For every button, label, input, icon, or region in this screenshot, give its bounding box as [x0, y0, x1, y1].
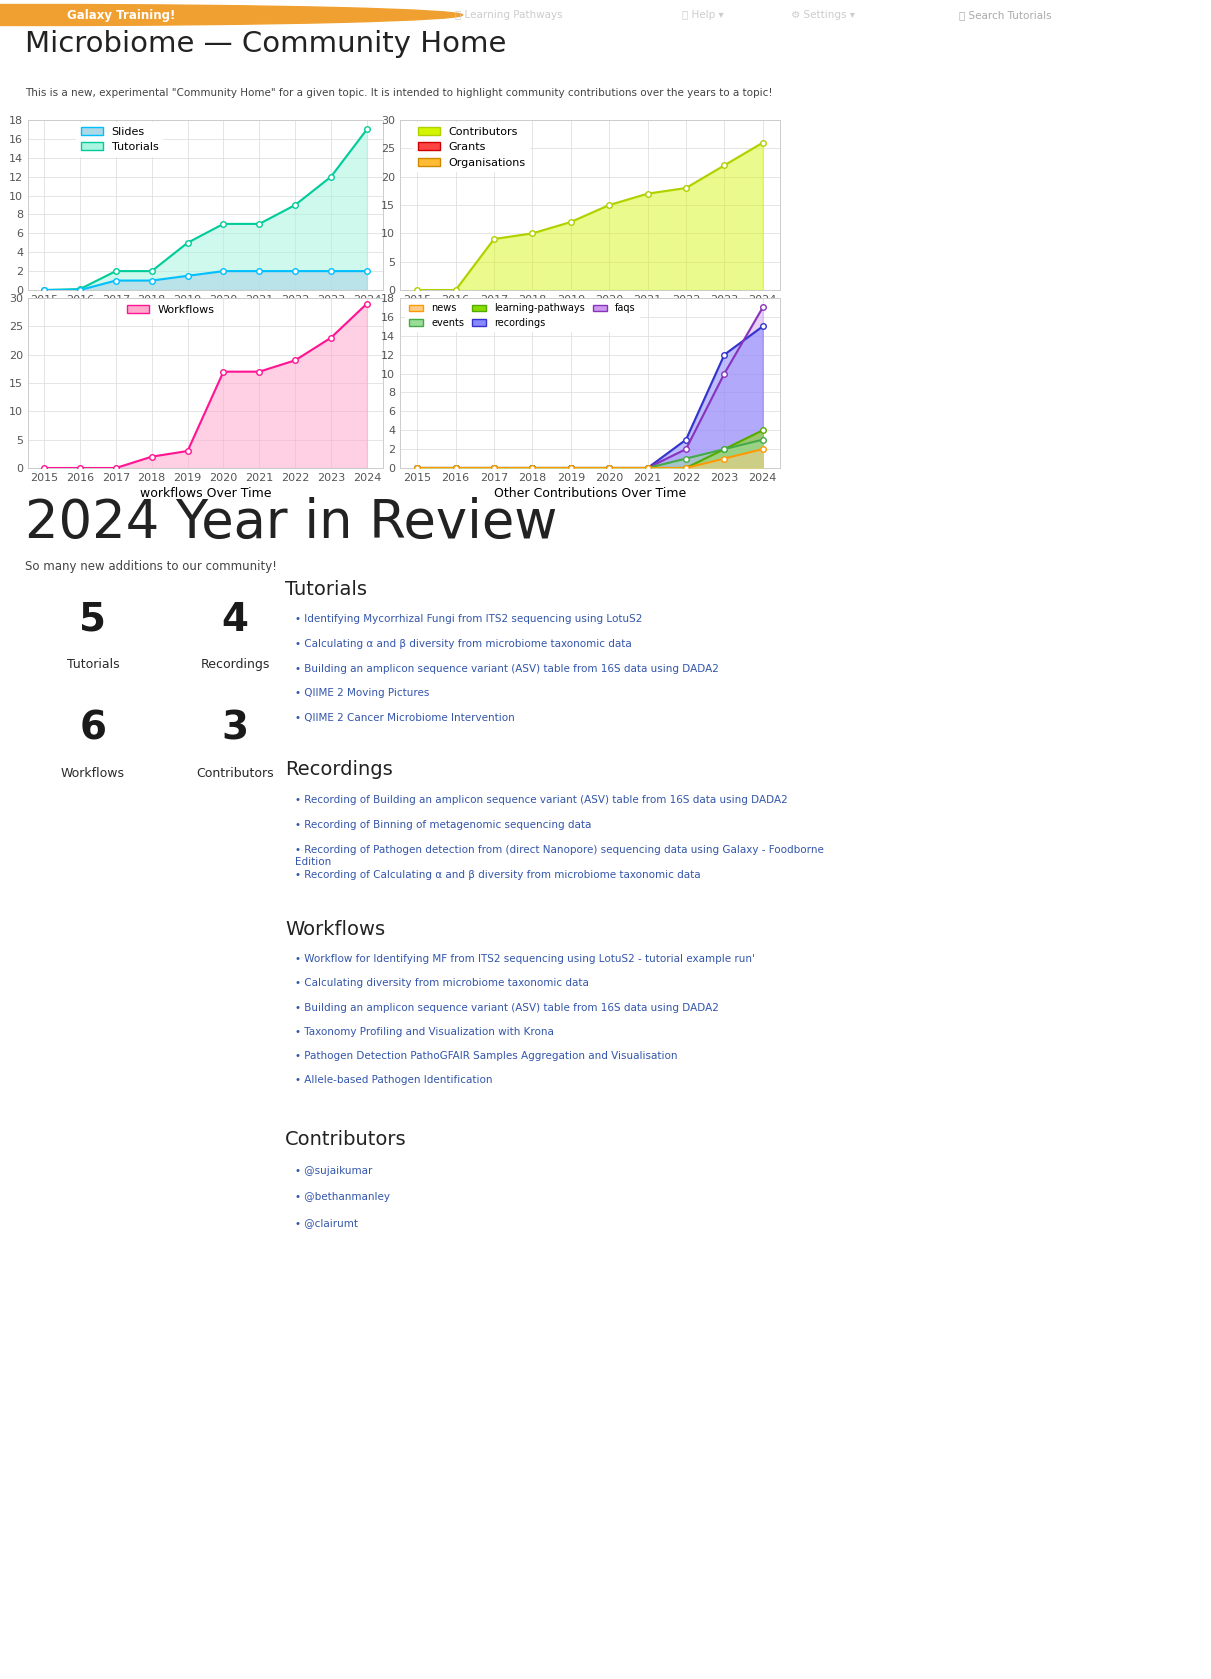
Legend: Contributors, Grants, Organisations: Contributors, Grants, Organisations: [413, 123, 530, 173]
X-axis label: Materials Over Time: Materials Over Time: [143, 309, 269, 322]
Text: Workflows: Workflows: [285, 920, 385, 939]
Text: • QIIME 2 Moving Pictures: • QIIME 2 Moving Pictures: [295, 688, 430, 698]
Text: • Recording of Binning of metagenomic sequencing data: • Recording of Binning of metagenomic se…: [295, 821, 592, 829]
Text: • Recording of Calculating α and β diversity from microbiome taxonomic data: • Recording of Calculating α and β diver…: [295, 870, 701, 880]
Text: Tutorials: Tutorials: [67, 658, 120, 672]
Text: 3: 3: [222, 709, 248, 747]
Text: ⚙ Settings ▾: ⚙ Settings ▾: [792, 10, 855, 20]
Text: • Recording of Pathogen detection from (direct Nanopore) sequencing data using G: • Recording of Pathogen detection from (…: [295, 845, 825, 866]
Text: • @sujaikumar: • @sujaikumar: [295, 1167, 373, 1175]
Text: Workflows: Workflows: [61, 767, 125, 779]
Text: • Identifying Mycorrhizal Fungi from ITS2 sequencing using LotuS2: • Identifying Mycorrhizal Fungi from ITS…: [295, 615, 643, 625]
Legend: Slides, Tutorials: Slides, Tutorials: [76, 123, 163, 156]
Text: 4: 4: [222, 601, 248, 640]
Text: Contributors: Contributors: [196, 767, 274, 779]
Text: Galaxy Training!: Galaxy Training!: [67, 8, 174, 22]
Text: • Calculating diversity from microbiome taxonomic data: • Calculating diversity from microbiome …: [295, 979, 590, 989]
Text: Tutorials: Tutorials: [285, 579, 367, 599]
Text: 🔍 Search Tutorials: 🔍 Search Tutorials: [959, 10, 1051, 20]
Text: • Calculating α and β diversity from microbiome taxonomic data: • Calculating α and β diversity from mic…: [295, 640, 632, 650]
Text: • Allele-based Pathogen Identification: • Allele-based Pathogen Identification: [295, 1075, 493, 1085]
Text: So many new additions to our community!: So many new additions to our community!: [25, 561, 277, 573]
Text: • @bethanmanley: • @bethanmanley: [295, 1192, 390, 1202]
Legend: news, events, learning-pathways, recordings, faqs: news, events, learning-pathways, recordi…: [404, 299, 639, 332]
Text: • Building an amplicon sequence variant (ASV) table from 16S data using DADA2: • Building an amplicon sequence variant …: [295, 663, 719, 673]
Text: • Pathogen Detection PathoGFAIR Samples Aggregation and Visualisation: • Pathogen Detection PathoGFAIR Samples …: [295, 1051, 678, 1061]
X-axis label: Contributors Over Time: Contributors Over Time: [517, 309, 664, 322]
Text: Recordings: Recordings: [200, 658, 270, 672]
Text: Microbiome — Community Home: Microbiome — Community Home: [25, 30, 506, 59]
Text: • Recording of Building an amplicon sequence variant (ASV) table from 16S data u: • Recording of Building an amplicon sequ…: [295, 796, 788, 806]
X-axis label: workflows Over Time: workflows Over Time: [139, 487, 271, 500]
Text: • QIIME 2 Cancer Microbiome Intervention: • QIIME 2 Cancer Microbiome Intervention: [295, 714, 515, 724]
Text: This is a new, experimental "Community Home" for a given topic. It is intended t: This is a new, experimental "Community H…: [25, 87, 773, 97]
Text: 6: 6: [80, 709, 107, 747]
Text: ❓ Help ▾: ❓ Help ▾: [682, 10, 723, 20]
Text: • Taxonomy Profiling and Visualization with Krona: • Taxonomy Profiling and Visualization w…: [295, 1028, 555, 1036]
Legend: Workflows: Workflows: [122, 301, 219, 319]
Text: Contributors: Contributors: [285, 1130, 407, 1148]
Text: 🎓 Learning Pathways: 🎓 Learning Pathways: [455, 10, 562, 20]
Text: • Workflow for Identifying MF from ITS2 sequencing using LotuS2 - tutorial examp: • Workflow for Identifying MF from ITS2 …: [295, 954, 756, 964]
X-axis label: Other Contributions Over Time: Other Contributions Over Time: [494, 487, 687, 500]
Text: Recordings: Recordings: [285, 761, 392, 779]
Text: • @clairumt: • @clairumt: [295, 1217, 358, 1227]
Text: • Building an amplicon sequence variant (ASV) table from 16S data using DADA2: • Building an amplicon sequence variant …: [295, 1002, 719, 1012]
Text: 5: 5: [80, 601, 107, 640]
Circle shape: [0, 5, 463, 25]
Text: 2024 Year in Review: 2024 Year in Review: [25, 497, 557, 549]
